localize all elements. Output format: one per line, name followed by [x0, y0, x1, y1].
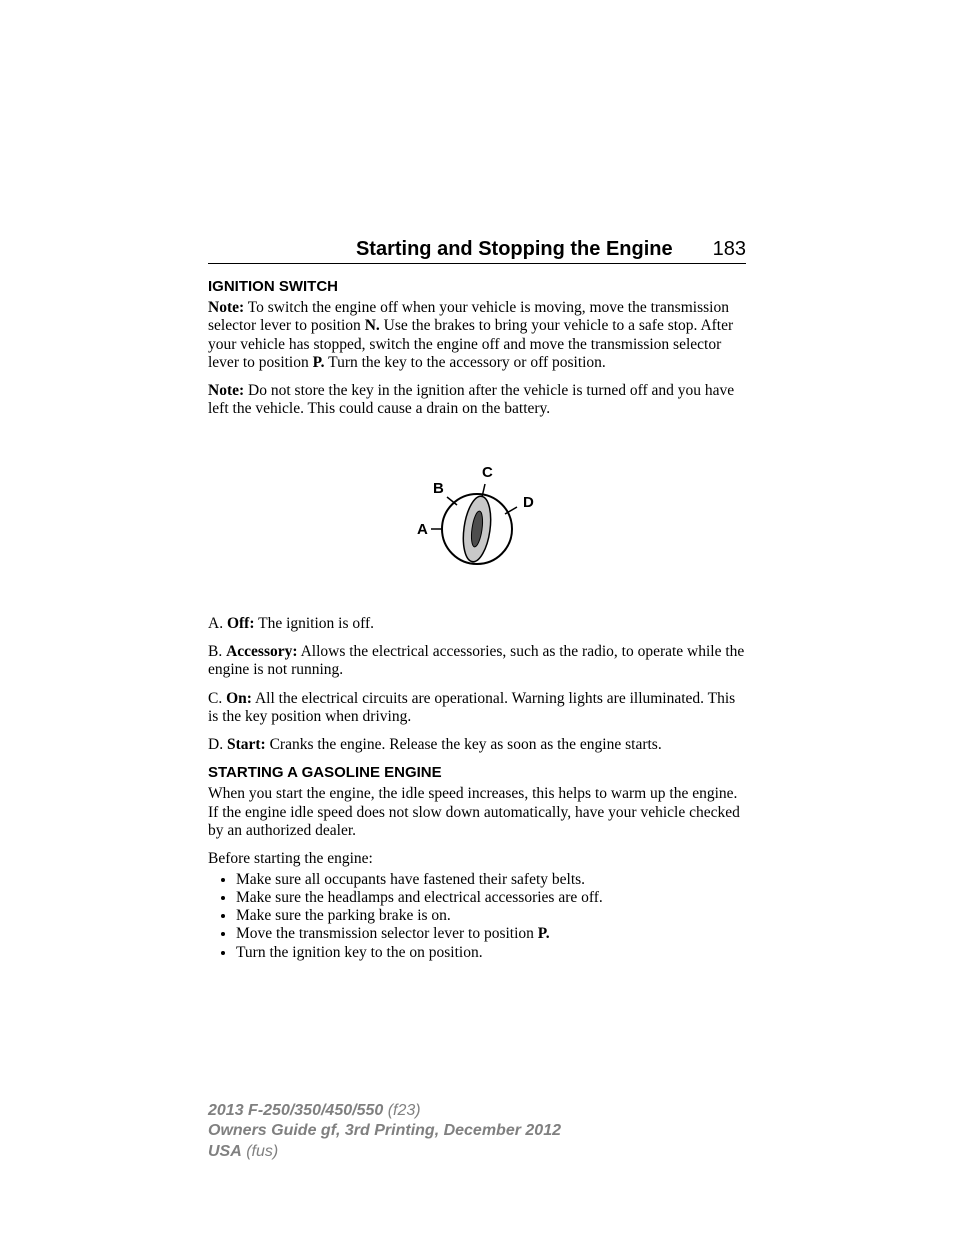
ignition-switch-icon: A B C D	[387, 449, 567, 589]
list-item: Make sure all occupants have fastened th…	[236, 871, 746, 889]
diagram-label-a: A	[417, 521, 428, 538]
bullet4-pos: P.	[538, 925, 550, 942]
diagram-label-d: D	[523, 494, 534, 511]
pos-c-prefix: C.	[208, 690, 226, 707]
diagram-label-b: B	[433, 480, 444, 497]
list-item: Turn the ignition key to the on position…	[236, 944, 746, 962]
pos-d-prefix: D.	[208, 736, 227, 753]
diagram-label-c: C	[482, 464, 493, 481]
document-page: Starting and Stopping the Engine 183 IGN…	[0, 0, 954, 1235]
pos-a-text: The ignition is off.	[255, 615, 375, 632]
pos-b-term: Accessory:	[226, 643, 297, 660]
pos-b-prefix: B.	[208, 643, 226, 660]
position-a: A. Off: The ignition is off.	[208, 615, 746, 633]
starting-p2: Before starting the engine:	[208, 850, 746, 868]
note-1-pos-n: N.	[365, 317, 380, 334]
list-item: Make sure the headlamps and electrical a…	[236, 889, 746, 907]
position-d: D. Start: Cranks the engine. Release the…	[208, 736, 746, 754]
chapter-title: Starting and Stopping the Engine	[356, 238, 673, 261]
list-item: Make sure the parking brake is on.	[236, 907, 746, 925]
page-footer: 2013 F-250/350/450/550 (f23) Owners Guid…	[208, 1101, 561, 1163]
pos-a-term: Off:	[227, 615, 255, 632]
footer-fus: (fus)	[242, 1143, 278, 1160]
heading-starting-gasoline: STARTING A GASOLINE ENGINE	[208, 764, 746, 781]
note-label: Note:	[208, 299, 244, 316]
footer-code: (f23)	[383, 1102, 420, 1119]
pos-a-prefix: A.	[208, 615, 227, 632]
list-item: Move the transmission selector lever to …	[236, 925, 746, 943]
footer-line-2: Owners Guide gf, 3rd Printing, December …	[208, 1121, 561, 1142]
pre-start-checklist: Make sure all occupants have fastened th…	[208, 871, 746, 962]
footer-line-1: 2013 F-250/350/450/550 (f23)	[208, 1101, 561, 1122]
page-header: Starting and Stopping the Engine 183	[208, 238, 746, 264]
pos-c-text: All the electrical circuits are operatio…	[208, 690, 735, 725]
position-b: B. Accessory: Allows the electrical acce…	[208, 643, 746, 680]
note-2-text: Do not store the key in the ignition aft…	[208, 382, 734, 417]
note-label: Note:	[208, 382, 244, 399]
note-2: Note: Do not store the key in the igniti…	[208, 382, 746, 419]
pos-d-text: Cranks the engine. Release the key as so…	[266, 736, 662, 753]
pos-c-term: On:	[226, 690, 252, 707]
note-1-text-c: Turn the key to the accessory or off pos…	[325, 354, 606, 371]
bullet4-a: Move the transmission selector lever to …	[236, 925, 538, 942]
heading-ignition-switch: IGNITION SWITCH	[208, 278, 746, 295]
footer-line-3: USA (fus)	[208, 1142, 561, 1163]
position-c: C. On: All the electrical circuits are o…	[208, 690, 746, 727]
starting-p1: When you start the engine, the idle spee…	[208, 785, 746, 840]
page-number: 183	[713, 238, 746, 261]
footer-vehicle: 2013 F-250/350/450/550	[208, 1102, 383, 1119]
footer-market: USA	[208, 1143, 242, 1160]
note-1: Note: To switch the engine off when your…	[208, 299, 746, 372]
pos-d-term: Start:	[227, 736, 266, 753]
ignition-diagram: A B C D	[208, 449, 746, 589]
note-1-pos-p: P.	[313, 354, 325, 371]
